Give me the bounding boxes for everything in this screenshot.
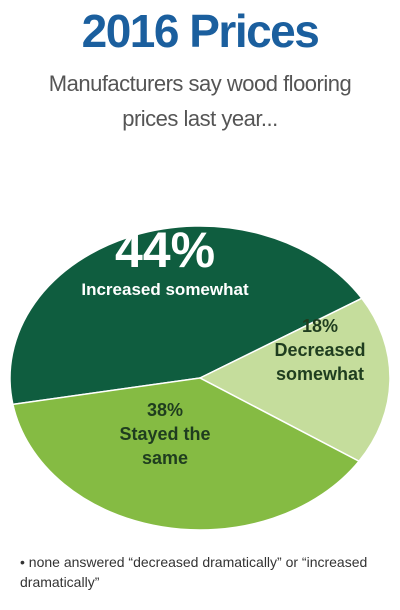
slice-label: 38% Stayed the same xyxy=(95,398,235,470)
value-label: 18% xyxy=(301,316,339,336)
value-label: 38% xyxy=(146,400,184,420)
footnote: • none answered “decreased dramatically”… xyxy=(20,554,368,590)
category-label: Decreased somewhat xyxy=(274,340,366,384)
slice-label: 18% Decreased somewhat xyxy=(255,314,385,386)
pie-slice xyxy=(11,377,361,531)
pie-slice xyxy=(198,297,391,463)
value-label: 44% xyxy=(114,222,216,278)
slice-label: 44% Increased somewhat xyxy=(80,222,250,302)
chart-subtitle: Manufacturers say wood flooring prices l… xyxy=(48,71,352,131)
category-label: Stayed the same xyxy=(119,424,211,468)
category-label: Increased somewhat xyxy=(81,280,249,299)
pie-slice xyxy=(9,225,363,406)
chart-title: 2016 Prices xyxy=(81,5,320,57)
